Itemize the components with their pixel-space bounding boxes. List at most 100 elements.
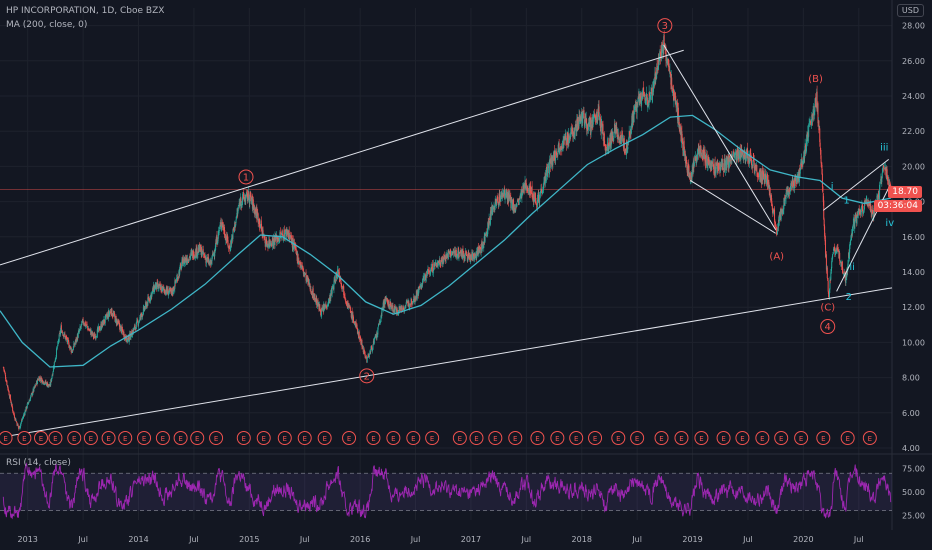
candle-body: [598, 117, 600, 120]
candle-body: [744, 150, 746, 158]
candle-body: [765, 174, 767, 179]
candle-body: [677, 107, 679, 121]
candle-body: [450, 253, 452, 257]
candle-body: [403, 307, 405, 310]
earnings-marker-circle: [33, 431, 48, 445]
candle-body: [500, 196, 502, 201]
candle-body: [620, 138, 622, 140]
candle-body: [809, 121, 811, 122]
earnings-marker: E: [679, 435, 683, 443]
candle-body: [326, 305, 328, 308]
candle-body: [354, 322, 356, 326]
candle-body: [606, 143, 608, 152]
earnings-marker: E: [411, 435, 415, 443]
candle-body: [6, 381, 8, 386]
candle-body: [214, 251, 216, 257]
rsi-line: [2, 462, 892, 520]
candle-body: [733, 150, 735, 154]
candle-body: [175, 281, 177, 283]
x-tick-label: Jul: [410, 535, 421, 544]
candle-body: [28, 402, 30, 404]
rsi-tick-label: 75.00: [902, 465, 925, 474]
candle-body: [53, 362, 55, 369]
candle-body: [568, 139, 570, 144]
candle-body: [459, 251, 461, 253]
candle-body: [158, 285, 160, 289]
rsi-legend[interactable]: RSI (14, close): [6, 458, 71, 468]
candle-body: [444, 254, 446, 257]
candle-body: [748, 155, 750, 163]
candle-body: [237, 210, 239, 215]
candle-body: [818, 120, 820, 131]
candle-body: [742, 151, 744, 155]
candle-body: [837, 249, 839, 251]
candle-body: [466, 255, 468, 262]
candle-body: [757, 174, 759, 178]
candle-body: [439, 263, 441, 265]
candle-body: [627, 142, 629, 146]
x-tick-label: 2018: [572, 535, 592, 544]
candle-body: [440, 259, 442, 264]
candle-body: [671, 77, 673, 87]
candle-body: [285, 229, 287, 233]
candle-body: [812, 109, 814, 121]
candle-body: [464, 253, 466, 259]
candle-body: [713, 172, 715, 175]
candle-body: [467, 259, 469, 262]
candle-body: [20, 420, 22, 423]
symbol-legend[interactable]: HP INCORPORATION, 1D, Cboe BZX: [6, 6, 165, 16]
candle-body: [494, 205, 496, 209]
candle-body: [245, 193, 247, 199]
candle-body: [805, 151, 807, 154]
candle-body: [831, 259, 833, 263]
earnings-marker: E: [283, 435, 287, 443]
candle-body: [397, 313, 399, 315]
candle-body: [688, 166, 690, 178]
candle-body: [111, 308, 113, 316]
earnings-marker: E: [868, 435, 872, 443]
candle-body: [691, 169, 693, 178]
candle-body: [505, 194, 507, 196]
candle-body: [162, 286, 164, 288]
candle-body: [3, 367, 5, 370]
earnings-marker-circle: [530, 431, 545, 445]
candle-body: [423, 276, 425, 282]
candle-body: [344, 296, 346, 300]
candle-body: [298, 260, 300, 263]
candle-body: [673, 101, 675, 102]
candle-body: [509, 195, 511, 199]
candle-body: [69, 346, 71, 349]
candle-body: [852, 226, 854, 235]
candle-body: [34, 385, 36, 388]
candle-body: [545, 168, 547, 182]
candle-body: [489, 211, 491, 225]
candle-body: [54, 360, 56, 363]
ma-legend[interactable]: MA (200, close, 0): [6, 20, 88, 30]
candle-body: [747, 158, 749, 160]
candle-body: [559, 150, 561, 154]
candle-body: [841, 261, 843, 271]
earnings-marker-circle: [342, 431, 357, 445]
candle-body: [190, 251, 192, 252]
candle-body: [777, 226, 779, 228]
candle-body: [715, 167, 717, 174]
countdown-tag: 03:36:04: [873, 200, 922, 212]
candle-body: [192, 250, 194, 259]
candle-body: [608, 146, 610, 153]
candle-body: [431, 263, 433, 273]
candle-body: [151, 292, 153, 297]
candle-body: [105, 315, 107, 316]
candle-body: [808, 123, 810, 127]
candle-body: [657, 57, 659, 70]
candle-body: [138, 320, 140, 323]
candle-body: [587, 122, 589, 130]
candle-body: [182, 262, 184, 267]
earnings-marker-circle: [755, 431, 770, 445]
candle-body: [513, 207, 515, 211]
candle-body: [614, 122, 616, 133]
candle-body: [719, 165, 721, 172]
currency-badge[interactable]: USD: [896, 4, 924, 17]
candle-body: [592, 115, 594, 125]
candle-body: [260, 220, 262, 228]
